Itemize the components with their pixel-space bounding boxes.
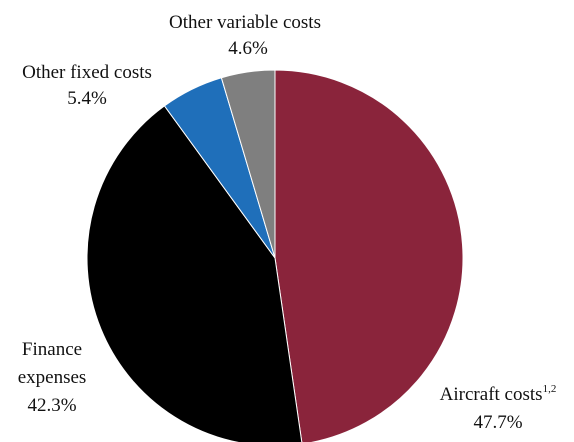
label-finance-expenses-value: 42.3% <box>27 395 76 416</box>
label-other-variable-costs-name: Other variable costs <box>169 12 321 33</box>
label-finance-expenses-line2: expenses <box>18 367 87 388</box>
label-aircraft-costs-name: Aircraft costs1,2 <box>440 383 557 405</box>
pie-slice-aircraft-costs <box>274 69 464 442</box>
label-other-variable-costs: Other variable costs 4.6% <box>169 12 321 59</box>
label-aircraft-costs-value: 47.7% <box>473 412 522 433</box>
label-other-fixed-costs: Other fixed costs 5.4% <box>22 62 152 109</box>
label-other-fixed-costs-name: Other fixed costs <box>22 62 152 83</box>
label-other-variable-costs-value: 4.6% <box>228 38 268 59</box>
label-other-fixed-costs-value: 5.4% <box>67 88 107 109</box>
label-finance-expenses-line1: Finance <box>22 339 82 360</box>
pie-slices <box>86 69 464 442</box>
label-aircraft-costs-superscript: 1,2 <box>543 383 557 395</box>
pie-slice-other-variable-costs <box>220 69 276 259</box>
label-aircraft-costs: Aircraft costs1,2 47.7% <box>440 383 557 433</box>
label-aircraft-costs-text: Aircraft costs <box>440 384 543 405</box>
label-finance-expenses: Finance expenses 42.3% <box>18 339 87 416</box>
